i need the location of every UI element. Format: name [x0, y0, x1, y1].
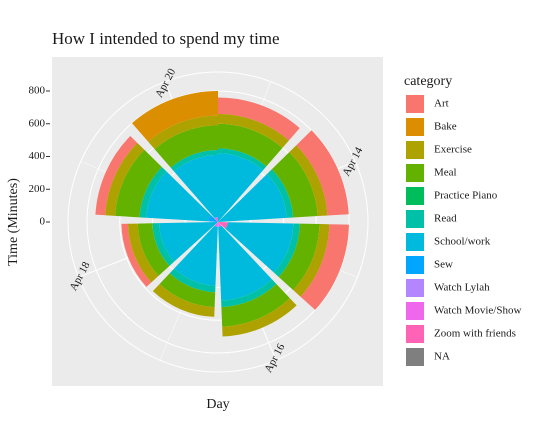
legend-key [406, 302, 424, 320]
bar-segment [218, 222, 228, 229]
legend-label: Practice Piano [434, 190, 498, 202]
legend-key [406, 118, 424, 136]
bar-segment [218, 97, 300, 141]
legend-key [406, 348, 424, 366]
bar-segment [121, 223, 152, 287]
bar-segment [218, 173, 287, 222]
bar-segment [159, 222, 218, 262]
legend-label: NA [434, 351, 450, 363]
bar-segment [218, 113, 289, 148]
legend-label: Sew [434, 259, 453, 271]
bar-segment [214, 217, 218, 222]
bar-segment [218, 123, 283, 167]
bar-segment [169, 268, 216, 293]
legend-key [406, 279, 424, 297]
bar-segment [139, 166, 167, 218]
bar-segment [300, 224, 349, 310]
bar-segment [273, 223, 300, 277]
bar-segment [293, 224, 330, 297]
legend-label: School/work [434, 236, 491, 248]
legend-label: Art [434, 98, 449, 110]
legend-key [406, 141, 424, 159]
y-tick-label: 400 [29, 150, 46, 162]
bar-segment [115, 149, 162, 218]
bar-segment [95, 136, 138, 216]
y-tick-label: 200 [29, 183, 46, 195]
legend-key [406, 325, 424, 343]
legend-key [406, 256, 424, 274]
bar-segment [132, 91, 218, 142]
bar-segment [174, 225, 218, 286]
y-tick-label: 0 [40, 216, 46, 228]
legend-label: Exercise [434, 144, 472, 156]
legend-label: Bake [434, 121, 457, 133]
bar-segment [221, 279, 277, 308]
y-tick-label: 600 [29, 117, 46, 129]
bar-segment [214, 222, 218, 227]
bar-segment [218, 153, 264, 222]
bar-segment [225, 222, 294, 273]
y-tick-label: 800 [29, 85, 46, 97]
bar-segment [146, 171, 211, 222]
bar-segment [154, 125, 218, 168]
bar-segment [221, 283, 290, 327]
bar-segment [218, 148, 267, 171]
bar-segment [159, 273, 216, 308]
bar-segment [137, 223, 170, 276]
legend-label: Watch Movie/Show [434, 305, 521, 317]
bar-segment [208, 215, 218, 222]
bar-segment [289, 145, 328, 217]
chart-title: How I intended to spend my time [52, 29, 280, 48]
bar-segment [105, 142, 145, 216]
legend-key [406, 233, 424, 251]
bar-segment [267, 169, 294, 218]
outer-circle [67, 71, 369, 373]
legend-title: category [404, 74, 452, 89]
bar-segment [127, 223, 159, 283]
bar-segment [218, 222, 222, 227]
bar-segment [170, 149, 218, 172]
legend-key [406, 210, 424, 228]
legend-label: Meal [434, 167, 457, 179]
legend-label: Read [434, 213, 457, 225]
bar-segment [296, 130, 349, 216]
legend-label: Zoom with friends [434, 328, 516, 340]
legend-key [406, 95, 424, 113]
y-axis-title: Time (Minutes) [6, 178, 21, 266]
bar-segment [222, 298, 297, 337]
bar-segment [218, 225, 272, 301]
bar-segment [271, 152, 318, 218]
legend-key [406, 164, 424, 182]
bar-segment [278, 223, 320, 291]
bar-segment [152, 223, 175, 266]
legend-key [406, 187, 424, 205]
bar-segment [152, 283, 215, 317]
bar-segment [173, 154, 218, 219]
legend-label: Watch Lylah [434, 282, 490, 294]
bar-segment [148, 115, 218, 150]
x-axis-title: Day [206, 397, 229, 412]
